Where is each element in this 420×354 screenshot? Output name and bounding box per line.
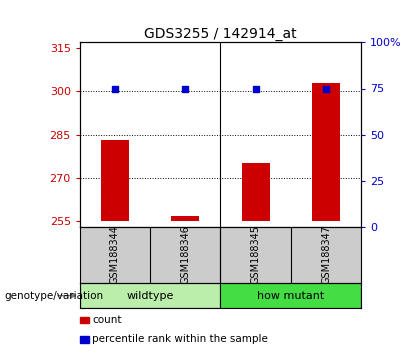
Text: genotype/variation: genotype/variation (4, 291, 103, 301)
Text: how mutant: how mutant (257, 291, 325, 301)
Bar (220, 283, 361, 308)
Text: GSM188344: GSM188344 (110, 225, 120, 284)
Title: GDS3255 / 142914_at: GDS3255 / 142914_at (144, 28, 297, 41)
Bar (171, 217, 200, 221)
Bar (312, 83, 340, 221)
Text: count: count (92, 315, 122, 325)
Bar (101, 140, 129, 221)
Text: percentile rank within the sample: percentile rank within the sample (92, 335, 268, 344)
Bar (80, 283, 220, 308)
Bar (241, 163, 270, 221)
Text: wildtype: wildtype (126, 291, 174, 301)
Text: GSM188345: GSM188345 (251, 225, 261, 284)
Text: GSM188346: GSM188346 (180, 225, 190, 284)
Text: GSM188347: GSM188347 (321, 225, 331, 284)
